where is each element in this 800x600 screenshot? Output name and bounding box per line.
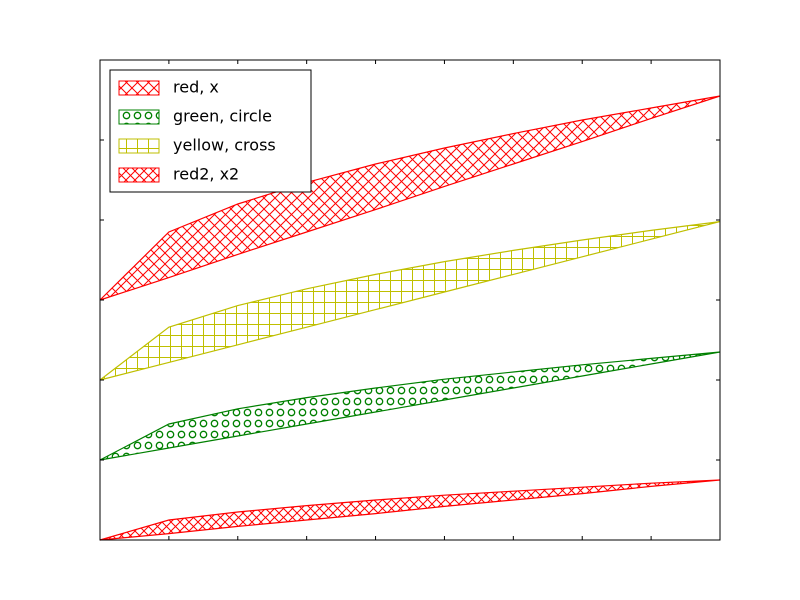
legend-label: yellow, cross — [173, 136, 276, 155]
legend-swatch — [118, 109, 160, 125]
band — [99, 351, 721, 461]
legend-swatch — [118, 80, 160, 96]
legend: red, x green, circle yellow, cross red2, x2 — [109, 69, 312, 193]
band — [99, 479, 721, 541]
legend-swatch — [118, 167, 160, 183]
legend-label: green, circle — [173, 107, 272, 126]
legend-swatch — [118, 138, 160, 154]
legend-label: red2, x2 — [173, 165, 239, 184]
legend-label: red, x — [173, 78, 219, 97]
